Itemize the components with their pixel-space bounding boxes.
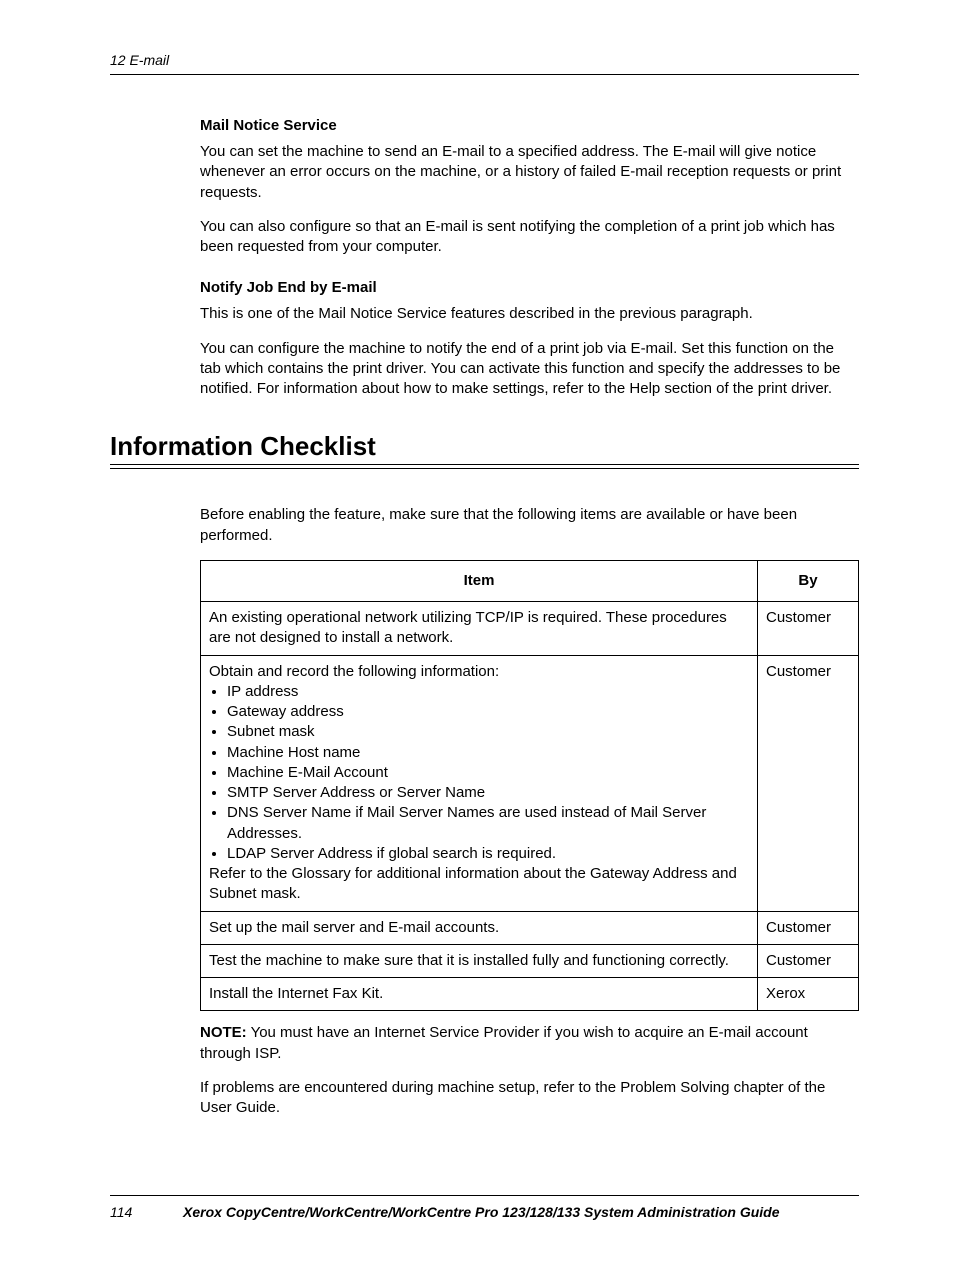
- col-header-item: Item: [201, 560, 758, 601]
- para-mail-notice-2: You can also configure so that an E-mail…: [200, 217, 859, 258]
- cell-by: Customer: [758, 602, 859, 656]
- note-label: NOTE:: [200, 1024, 247, 1041]
- table-row: Set up the mail server and E-mail accoun…: [201, 911, 859, 944]
- para-checklist-intro: Before enabling the feature, make sure t…: [200, 505, 859, 546]
- para-notify-job-1: This is one of the Mail Notice Service f…: [200, 304, 859, 324]
- heading-notify-job: Notify Job End by E-mail: [200, 279, 859, 296]
- content-block-checklist: Before enabling the feature, make sure t…: [200, 505, 859, 1118]
- para-mail-notice-1: You can set the machine to send an E-mai…: [200, 142, 859, 203]
- footer-title: Xerox CopyCentre/WorkCentre/WorkCentre P…: [137, 1204, 826, 1220]
- page: 12 E-mail Mail Notice Service You can se…: [0, 0, 954, 1270]
- col-header-by: By: [758, 560, 859, 601]
- para-note: NOTE: You must have an Internet Service …: [200, 1023, 859, 1064]
- list-item: IP address: [227, 682, 749, 702]
- cell-by: Customer: [758, 655, 859, 911]
- list-item: Gateway address: [227, 702, 749, 722]
- cell-item: An existing operational network utilizin…: [201, 602, 758, 656]
- page-number: 114: [110, 1204, 132, 1220]
- page-header: 12 E-mail: [110, 52, 859, 75]
- note-text: You must have an Internet Service Provid…: [200, 1024, 808, 1061]
- para-notify-job-2: You can configure the machine to notify …: [200, 339, 859, 400]
- section-rule: [110, 464, 859, 469]
- chapter-label: 12 E-mail: [110, 52, 169, 68]
- list-item: DNS Server Name if Mail Server Names are…: [227, 803, 749, 844]
- cell-lead: Obtain and record the following informat…: [209, 663, 499, 680]
- list-item: Machine E-Mail Account: [227, 763, 749, 783]
- table-header-row: Item By: [201, 560, 859, 601]
- page-footer: 114 Xerox CopyCentre/WorkCentre/WorkCent…: [110, 1195, 859, 1222]
- cell-item: Obtain and record the following informat…: [201, 655, 758, 911]
- list-item: SMTP Server Address or Server Name: [227, 783, 749, 803]
- list-item: Machine Host name: [227, 743, 749, 763]
- table-row: Obtain and record the following informat…: [201, 655, 859, 911]
- cell-item: Set up the mail server and E-mail accoun…: [201, 911, 758, 944]
- list-text: DNS Server Name if Mail Server Names are…: [227, 804, 706, 841]
- cell-trail: Refer to the Glossary for additional inf…: [209, 865, 737, 902]
- content-block-mail-notice: Mail Notice Service You can set the mach…: [200, 117, 859, 399]
- para-closing: If problems are encountered during machi…: [200, 1078, 859, 1119]
- heading-info-checklist: Information Checklist: [110, 431, 859, 462]
- cell-item: Test the machine to make sure that it is…: [201, 944, 758, 977]
- cell-by: Customer: [758, 911, 859, 944]
- heading-mail-notice: Mail Notice Service: [200, 117, 859, 134]
- table-row: An existing operational network utilizin…: [201, 602, 859, 656]
- table-row: Install the Internet Fax Kit. Xerox: [201, 978, 859, 1011]
- bullet-list: IP address Gateway address Subnet mask M…: [209, 682, 749, 864]
- list-item: LDAP Server Address if global search is …: [227, 844, 749, 864]
- cell-item: Install the Internet Fax Kit.: [201, 978, 758, 1011]
- table-row: Test the machine to make sure that it is…: [201, 944, 859, 977]
- cell-by: Customer: [758, 944, 859, 977]
- checklist-table: Item By An existing operational network …: [200, 560, 859, 1012]
- cell-by: Xerox: [758, 978, 859, 1011]
- list-item: Subnet mask: [227, 722, 749, 742]
